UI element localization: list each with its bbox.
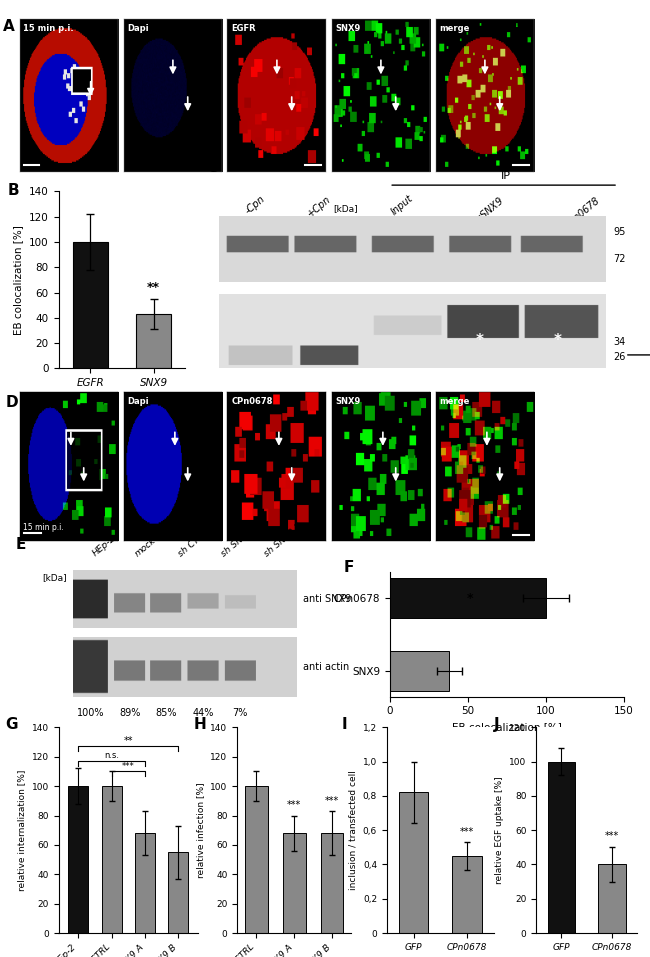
Text: $\alpha$CPn0678: $\alpha$CPn0678 xyxy=(556,193,603,235)
Text: 100%: 100% xyxy=(77,708,105,719)
Y-axis label: relative infection [%]: relative infection [%] xyxy=(196,783,205,878)
Text: anti SNX9: anti SNX9 xyxy=(303,594,352,604)
Text: merge: merge xyxy=(439,24,470,33)
Text: sh CTRL: sh CTRL xyxy=(176,528,210,558)
Text: C: C xyxy=(206,160,217,175)
Text: mock: mock xyxy=(133,535,158,558)
Text: E: E xyxy=(16,537,27,552)
Text: sh SNX9 B: sh SNX9 B xyxy=(262,522,304,558)
Text: IP: IP xyxy=(500,171,511,181)
Bar xyxy=(390,651,449,691)
Text: -Cpn: -Cpn xyxy=(244,193,267,215)
Text: +Cpn: +Cpn xyxy=(306,193,333,218)
Text: 89%: 89% xyxy=(120,708,141,719)
Text: 34: 34 xyxy=(614,337,625,347)
Text: 15 min p.i.: 15 min p.i. xyxy=(23,24,74,33)
Text: n.s.: n.s. xyxy=(104,751,119,761)
Bar xyxy=(547,762,575,933)
Bar xyxy=(452,856,482,933)
Bar xyxy=(390,578,546,618)
Text: D: D xyxy=(5,395,18,411)
Text: Dapi: Dapi xyxy=(127,24,149,33)
Text: ***: *** xyxy=(325,795,339,806)
Text: Dapi: Dapi xyxy=(127,397,149,406)
Bar xyxy=(399,792,428,933)
Text: G: G xyxy=(5,717,18,732)
Bar xyxy=(168,853,188,933)
Text: $\alpha$SNX9: $\alpha$SNX9 xyxy=(473,193,506,225)
Text: 15 min p.i.: 15 min p.i. xyxy=(23,523,64,532)
Text: **: ** xyxy=(147,280,160,294)
Bar xyxy=(135,834,155,933)
Bar xyxy=(68,786,88,933)
Y-axis label: relative EGF uptake [%]: relative EGF uptake [%] xyxy=(495,776,504,884)
Text: J: J xyxy=(494,717,500,732)
Text: I: I xyxy=(342,717,347,732)
X-axis label: EB colocalization [%]: EB colocalization [%] xyxy=(452,722,562,732)
Text: 72: 72 xyxy=(614,254,626,264)
Text: [kDa]: [kDa] xyxy=(42,573,66,582)
Bar xyxy=(73,242,108,368)
Text: ***: *** xyxy=(287,800,301,811)
Bar xyxy=(245,786,268,933)
Text: *: * xyxy=(476,333,484,347)
Y-axis label: relative internalization [%]: relative internalization [%] xyxy=(17,769,26,891)
Bar xyxy=(598,864,626,933)
Text: ***: *** xyxy=(460,828,474,837)
Text: *: * xyxy=(553,333,561,347)
Text: **: ** xyxy=(124,736,133,746)
Text: [kDa]: [kDa] xyxy=(333,204,358,212)
Text: CPn0678: CPn0678 xyxy=(231,397,273,406)
Y-axis label: inclusion / transfected cell: inclusion / transfected cell xyxy=(348,770,358,890)
Text: ***: *** xyxy=(604,831,619,841)
Text: HEp-2: HEp-2 xyxy=(90,534,117,558)
Text: 26: 26 xyxy=(614,352,626,362)
Text: H: H xyxy=(194,717,207,732)
Text: 7%: 7% xyxy=(231,708,247,719)
Bar xyxy=(320,834,343,933)
Text: EGFR: EGFR xyxy=(231,24,256,33)
Text: F: F xyxy=(343,560,354,575)
Text: ***: *** xyxy=(122,762,135,770)
Text: SNX9: SNX9 xyxy=(335,24,361,33)
Bar xyxy=(283,834,306,933)
Text: 85%: 85% xyxy=(155,708,177,719)
Text: B: B xyxy=(8,183,20,197)
Text: 95: 95 xyxy=(614,228,626,237)
Text: A: A xyxy=(3,19,15,34)
Text: *: * xyxy=(467,591,473,605)
Y-axis label: EB colocalization [%]: EB colocalization [%] xyxy=(14,225,23,335)
Text: SNX9: SNX9 xyxy=(335,397,361,406)
Text: 44%: 44% xyxy=(193,708,214,719)
Text: Input: Input xyxy=(389,193,415,217)
Text: merge: merge xyxy=(439,397,470,406)
Text: anti actin: anti actin xyxy=(303,662,349,672)
Bar xyxy=(136,314,171,368)
Text: sh SNX9 A: sh SNX9 A xyxy=(219,522,261,558)
Bar xyxy=(102,786,122,933)
